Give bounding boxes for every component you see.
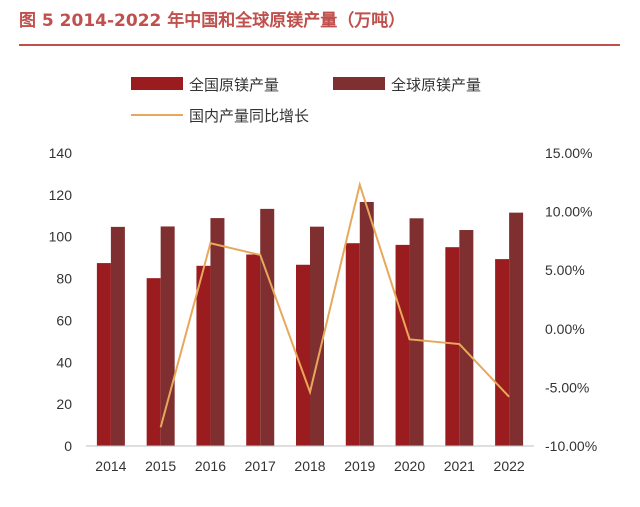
title-divider (19, 44, 620, 46)
legend-swatch-china (131, 77, 183, 90)
x-tick-label: 2020 (394, 458, 425, 474)
bar-china (345, 243, 360, 446)
bar-global (310, 226, 324, 446)
y-right-tick-label: 10.00% (545, 204, 592, 220)
bar-china (445, 247, 460, 446)
y-left-tick-label: 120 (49, 187, 73, 203)
bar-global (459, 230, 474, 446)
x-tick-label: 2016 (195, 458, 226, 474)
bar-china (495, 259, 510, 446)
y-left-tick-label: 60 (56, 312, 72, 328)
x-tick-label: 2017 (245, 458, 276, 474)
bar-global (110, 226, 125, 446)
y-left-tick-label: 40 (56, 354, 72, 370)
y-right-tick-label: 15.00% (545, 145, 592, 161)
legend-label-global: 全球原镁产量 (391, 76, 481, 94)
bar-global (160, 226, 175, 446)
legend-label-china: 全国原镁产量 (189, 76, 279, 94)
x-tick-label: 2022 (494, 458, 525, 474)
x-tick-label: 2014 (95, 458, 126, 474)
legend-label-growth: 国内产量同比增长 (189, 107, 309, 125)
bar-china (96, 263, 111, 446)
y-right-tick-label: -5.00% (545, 379, 589, 395)
bar-china (395, 244, 410, 446)
y-right-tick-label: 5.00% (545, 262, 585, 278)
growth-line (159, 180, 510, 428)
bar-china (246, 254, 261, 446)
x-tick-label: 2019 (344, 458, 375, 474)
chart-title: 图 5 2014-2022 年中国和全球原镁产量（万吨） (19, 11, 406, 31)
y-right-tick-label: 0.00% (545, 321, 585, 337)
legend-swatch-global (333, 77, 385, 90)
y-right-tick-label: -10.00% (545, 438, 597, 454)
bar-global (260, 208, 275, 446)
x-tick-label: 2021 (444, 458, 475, 474)
bar-china (146, 278, 161, 446)
y-left-tick-label: 100 (49, 229, 73, 245)
y-left-tick-label: 140 (49, 145, 73, 161)
y-left-tick-label: 0 (64, 438, 72, 454)
bar-china (296, 264, 310, 446)
y-left-tick-label: 80 (56, 271, 72, 287)
x-tick-label: 2015 (145, 458, 176, 474)
bar-china (196, 265, 211, 446)
bar-global (509, 212, 524, 446)
x-tick-label: 2018 (294, 458, 325, 474)
bar-global (409, 218, 424, 446)
bar-global (210, 218, 225, 446)
y-left-tick-label: 20 (56, 396, 72, 412)
bar-global (359, 201, 374, 446)
